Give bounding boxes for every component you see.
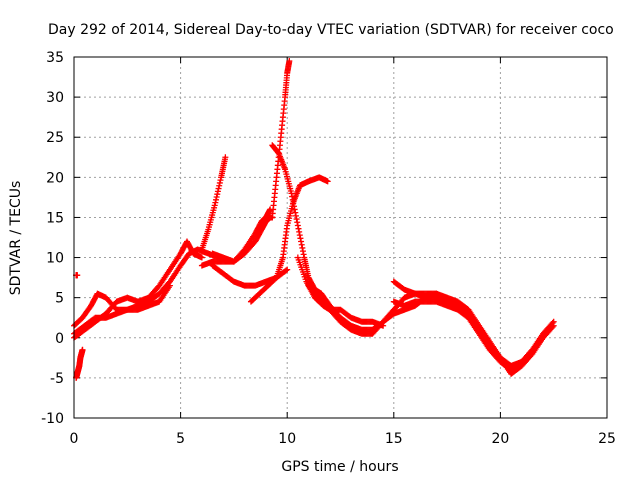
y-tick-label: 30	[46, 90, 64, 106]
data-points	[71, 58, 557, 381]
data-point	[324, 178, 331, 185]
data-point	[166, 282, 173, 289]
chart-title: Day 292 of 2014, Sidereal Day-to-day VTE…	[48, 22, 614, 38]
y-tick-label: 25	[46, 130, 64, 146]
tick-labels: 0 5 10 15 20 25 -10 -5 0 5 10 15 20 25 30 35	[41, 50, 616, 447]
x-tick-label: 25	[598, 431, 616, 447]
y-tick-label: -10	[41, 411, 64, 427]
axis-ticks	[73, 56, 608, 419]
y-tick-label: 5	[55, 291, 64, 307]
y-tick-label: 0	[55, 331, 64, 347]
data-point	[549, 323, 556, 330]
data-point	[550, 322, 557, 329]
data-point	[222, 154, 229, 161]
data-point	[74, 272, 81, 279]
x-tick-label: 5	[176, 431, 185, 447]
x-tick-label: 20	[491, 431, 509, 447]
y-tick-label: 10	[46, 251, 64, 267]
x-axis-label: GPS time / hours	[281, 459, 398, 475]
y-tick-label: 35	[46, 50, 64, 66]
data-point	[198, 254, 205, 261]
data-point	[284, 266, 291, 273]
data-point	[79, 346, 86, 353]
x-tick-label: 10	[278, 431, 296, 447]
data-point	[286, 58, 293, 65]
grid-lines	[74, 57, 607, 418]
y-axis-label: SDTVAR / TECUs	[8, 181, 24, 296]
y-tick-label: 20	[46, 170, 64, 186]
y-tick-label: -5	[50, 371, 64, 387]
x-tick-label: 15	[385, 431, 403, 447]
plot-frame	[73, 56, 608, 419]
x-tick-label: 0	[70, 431, 79, 447]
data-point	[283, 267, 290, 274]
y-tick-label: 15	[46, 210, 64, 226]
